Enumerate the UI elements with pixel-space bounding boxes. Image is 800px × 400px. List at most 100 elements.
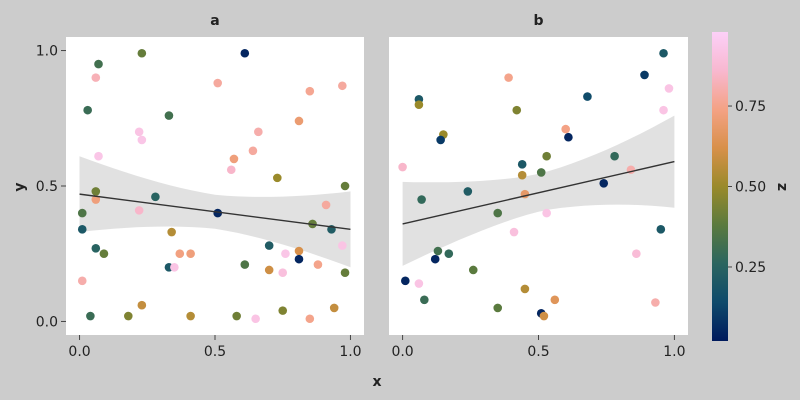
y-tick-label: 1.0 — [36, 44, 58, 60]
data-point — [401, 276, 410, 286]
data-point — [264, 265, 274, 275]
data-point — [94, 59, 103, 69]
facet-title: a — [210, 13, 219, 29]
data-point — [305, 86, 315, 96]
y-tick-label: 0.5 — [36, 179, 58, 195]
data-point — [94, 151, 103, 161]
data-point — [599, 178, 609, 188]
data-point — [509, 227, 519, 237]
data-point — [86, 311, 95, 321]
data-point — [77, 225, 87, 234]
data-point — [583, 92, 592, 101]
data-point — [610, 151, 619, 161]
data-point — [170, 262, 179, 272]
data-point — [254, 127, 263, 137]
data-point — [493, 303, 503, 313]
y-tick-label: 0.0 — [36, 314, 58, 330]
data-point — [520, 284, 530, 294]
x-tick-label: 0.5 — [204, 344, 226, 360]
data-point — [414, 100, 424, 110]
x-tick-label: 1.0 — [339, 344, 361, 360]
data-point — [240, 48, 250, 58]
x-tick-label: 1.0 — [663, 344, 685, 360]
data-point — [278, 306, 288, 315]
data-point — [539, 311, 549, 321]
data-point — [493, 208, 503, 218]
data-point — [77, 276, 87, 286]
x-tick-label: 0.0 — [391, 344, 413, 360]
data-point — [340, 268, 350, 277]
data-point — [151, 192, 160, 202]
data-point — [542, 208, 551, 218]
trend-line — [402, 160, 675, 225]
data-point — [248, 146, 258, 156]
data-point — [321, 200, 331, 210]
data-point — [542, 151, 551, 161]
x-axis-label: x — [372, 374, 381, 390]
data-point — [124, 311, 133, 321]
data-point — [273, 173, 282, 183]
data-point — [264, 241, 274, 250]
data-point — [550, 295, 560, 305]
data-point — [229, 154, 239, 164]
data-point — [134, 206, 144, 215]
data-point — [294, 254, 304, 264]
data-point — [433, 246, 443, 256]
data-point — [398, 162, 407, 172]
data-point — [240, 260, 250, 269]
data-point — [213, 78, 223, 88]
data-point — [340, 181, 350, 191]
data-point — [186, 249, 195, 259]
data-point — [632, 249, 641, 259]
facet-b: b 0.0 0.5 1.0 — [389, 13, 688, 360]
colorbar-gradient — [712, 32, 728, 341]
data-point — [226, 165, 236, 175]
data-point — [430, 254, 440, 264]
facet-title: b — [533, 13, 543, 29]
y-axis-label: y — [12, 182, 28, 191]
confidence-band — [402, 115, 675, 266]
data-point — [313, 260, 323, 269]
data-point — [517, 170, 527, 180]
data-point — [232, 311, 241, 321]
data-point — [167, 227, 176, 237]
trend-line — [79, 193, 351, 231]
data-point — [305, 314, 315, 324]
x-tick-label: 0.0 — [68, 344, 90, 360]
data-point — [91, 244, 101, 253]
data-point — [91, 187, 101, 196]
data-point — [414, 279, 424, 288]
data-point — [640, 70, 649, 80]
data-point — [338, 81, 347, 91]
data-point — [651, 298, 660, 307]
data-point — [444, 249, 454, 259]
data-point — [134, 127, 144, 137]
data-point — [137, 135, 147, 145]
data-point — [659, 48, 668, 58]
data-point — [420, 295, 429, 305]
data-point — [278, 268, 288, 277]
colorbar-tick-label: 0.25 — [735, 260, 766, 276]
colorbar: 0.25 0.50 0.75 — [712, 32, 766, 341]
data-point — [536, 168, 546, 177]
colorbar-tick-label: 0.50 — [735, 180, 766, 196]
data-point — [417, 195, 426, 204]
data-point — [329, 303, 339, 313]
data-point — [512, 105, 522, 115]
data-point — [281, 249, 290, 259]
data-point — [564, 132, 573, 142]
data-point — [664, 84, 674, 93]
data-point — [561, 124, 570, 134]
data-point — [83, 105, 92, 115]
data-point — [517, 160, 527, 169]
colorbar-tick-label: 0.75 — [735, 99, 766, 115]
data-point — [91, 195, 101, 204]
data-point — [468, 265, 478, 275]
facets: a 0.0 0.5 1.0 0.0 0.5 1.0 b 0.0 0.5 1.0 — [36, 13, 688, 360]
data-point — [294, 116, 304, 126]
colorbar-label: z — [774, 183, 790, 191]
data-point — [251, 314, 260, 324]
facet-a: a 0.0 0.5 1.0 0.0 0.5 1.0 — [36, 13, 364, 360]
data-point — [504, 73, 513, 82]
data-point — [77, 208, 87, 218]
